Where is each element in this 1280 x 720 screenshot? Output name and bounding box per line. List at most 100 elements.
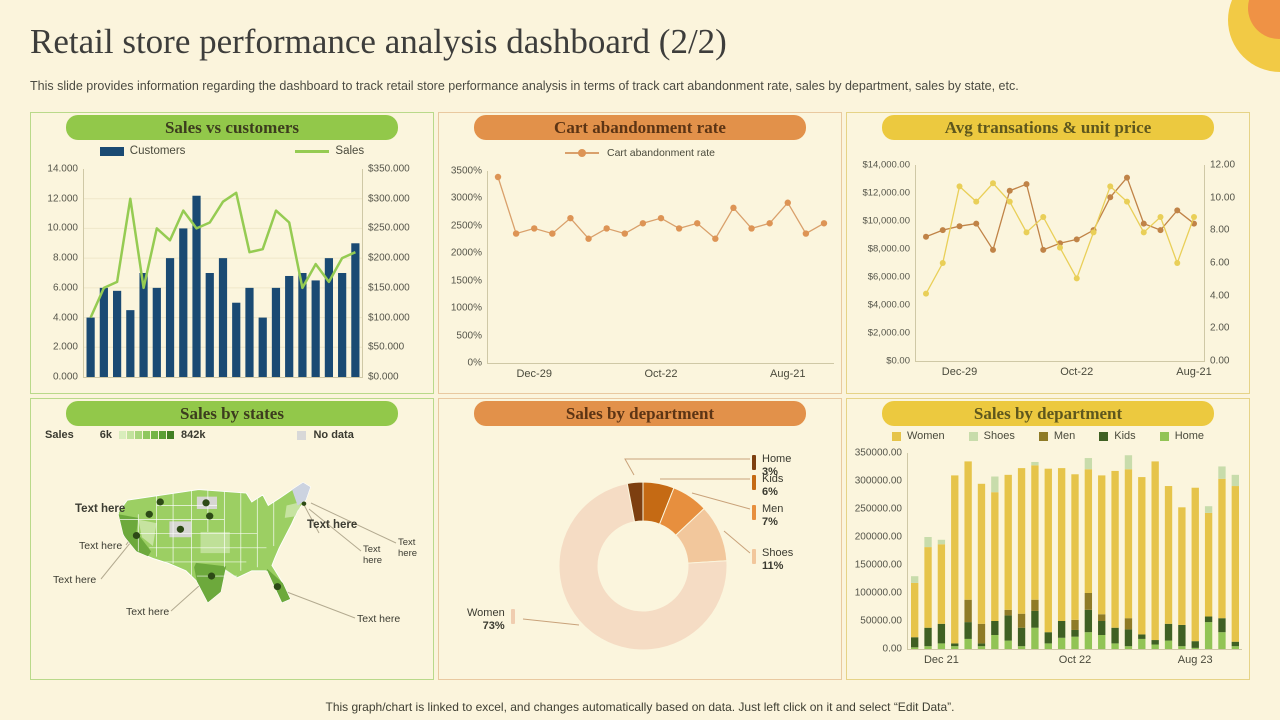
axis-tick: 12.00 bbox=[1210, 159, 1236, 171]
data-point bbox=[549, 230, 556, 237]
axis-tick: 8.00 bbox=[1210, 224, 1230, 236]
data-point bbox=[585, 235, 592, 242]
chart-title-sales-by-department-stacked: Sales by department bbox=[882, 401, 1214, 426]
stacked-bar-segment bbox=[1231, 474, 1239, 487]
stacked-bar-segment bbox=[977, 623, 986, 644]
axis-tick: 350000.00 bbox=[854, 447, 902, 459]
axis-tick: $6,000.00 bbox=[867, 271, 910, 283]
axis-tick: 8.000 bbox=[52, 252, 78, 264]
panel-sales-by-department-stacked: Sales by department Women Shoes Men Kids Hom… bbox=[846, 398, 1250, 680]
stacked-bar-segment bbox=[1138, 634, 1146, 639]
customers-bar bbox=[152, 287, 161, 377]
x-axis: Dec-29 Oct-22 Aug-21 bbox=[488, 365, 834, 381]
legend-item-home: Home bbox=[1159, 430, 1205, 442]
stacked-bar-segment bbox=[991, 621, 999, 635]
map-annotation: Text here bbox=[357, 613, 401, 625]
stacked-bar-segment bbox=[1204, 506, 1213, 513]
stacked-bar-chart[interactable]: Dec 21 Oct 22 Aug 23 bbox=[907, 453, 1242, 666]
data-point bbox=[657, 214, 665, 222]
map-marker-icon bbox=[273, 583, 282, 591]
stacked-bar-segment bbox=[937, 623, 946, 644]
data-point bbox=[675, 225, 683, 232]
axis-tick: 0.000 bbox=[52, 371, 78, 383]
axis-tick: 10.00 bbox=[1210, 192, 1236, 204]
data-point bbox=[1073, 236, 1080, 243]
line-marker-swatch-icon bbox=[565, 149, 599, 157]
legend-label: Home bbox=[1174, 430, 1205, 442]
stacked-bar-segment bbox=[1098, 475, 1106, 615]
stacked-bar-segment bbox=[924, 646, 932, 649]
map-marker-icon bbox=[301, 501, 307, 506]
stacked-bar-segment bbox=[1057, 637, 1066, 649]
data-point bbox=[1140, 220, 1147, 227]
shoes-tick-icon bbox=[752, 549, 756, 564]
stacked-bar-segment bbox=[1004, 609, 1012, 616]
axis-tick: 100000.00 bbox=[854, 587, 902, 599]
axis-tick: 250000.00 bbox=[854, 503, 902, 515]
data-point bbox=[531, 225, 538, 232]
legend-item-customers: Customers bbox=[99, 145, 185, 157]
stacked-bar-segment bbox=[1004, 640, 1012, 649]
chart-title-cart-abandonment: Cart abandonment rate bbox=[474, 115, 806, 140]
us-map[interactable]: Text here Text here Text here Text here … bbox=[31, 453, 433, 675]
axis-tick: 2500% bbox=[450, 220, 482, 232]
bar-line-chart[interactable] bbox=[83, 169, 363, 378]
stacked-bar-segment bbox=[1071, 619, 1079, 630]
stacked-bar-segment bbox=[937, 539, 946, 545]
stacked-bar-segment bbox=[977, 643, 986, 647]
map-legend-min: 6k bbox=[99, 429, 112, 441]
data-point bbox=[784, 199, 791, 206]
donut-chart[interactable]: Home 3% Kids 6% Men 7% Shoes 11% Women 73% bbox=[439, 425, 841, 679]
map-legend-nodata: No data bbox=[313, 429, 354, 441]
line-chart[interactable]: Dec-29 Oct-22 Aug-21 bbox=[487, 171, 834, 380]
axis-tick: 200000.00 bbox=[854, 531, 902, 543]
donut-label-kids: Kids 6% bbox=[752, 473, 783, 498]
data-point bbox=[512, 230, 520, 237]
stacked-bar-segment bbox=[1218, 466, 1226, 479]
axis-tick: $350.000 bbox=[368, 163, 410, 175]
data-point bbox=[1174, 260, 1181, 266]
stacked-bar-segment bbox=[1098, 635, 1106, 649]
data-point bbox=[1006, 187, 1013, 194]
axis-tick: 3000% bbox=[450, 192, 482, 204]
x-axis: Dec-29 Oct-22 Aug-21 bbox=[916, 363, 1212, 379]
legend-label: Cart abandonment rate bbox=[607, 147, 715, 159]
panel-sales-by-department-donut: Sales by department Home 3% Kids 6% Men 7% … bbox=[438, 398, 842, 680]
stacked-bar-segment bbox=[1017, 468, 1026, 614]
axis-tick: Dec-29 bbox=[941, 366, 978, 378]
data-point bbox=[603, 225, 610, 232]
axis-tick: Aug-21 bbox=[770, 368, 806, 380]
legend-stacked-departments: Women Shoes Men Kids Home bbox=[847, 430, 1249, 442]
y-axis-right: $350.000 $300.000 $250.000 $200.000 $150.000… bbox=[363, 164, 425, 383]
legend-item-sales: Sales bbox=[295, 145, 364, 157]
customers-bar bbox=[271, 287, 281, 377]
legend-item-women: Women bbox=[891, 430, 945, 442]
stacked-bar-segment bbox=[1204, 616, 1213, 623]
stacked-bar-segment bbox=[951, 646, 959, 649]
data-point bbox=[1040, 214, 1047, 220]
stacked-bar-segment bbox=[964, 599, 972, 623]
stacked-bar-segment bbox=[1004, 615, 1012, 641]
donut-slice-women bbox=[558, 482, 728, 651]
home-tick-icon bbox=[752, 455, 756, 470]
axis-tick: 2.00 bbox=[1210, 322, 1230, 334]
home-swatch-icon bbox=[1159, 431, 1169, 441]
stacked-bar-segment bbox=[1218, 618, 1226, 633]
x-axis: Dec 21 Oct 22 Aug 23 bbox=[908, 651, 1242, 667]
data-point bbox=[1040, 246, 1047, 253]
y-axis: 3500% 3000% 2500% 2000% 1500% 1000% 500% 0% bbox=[447, 166, 487, 369]
panel-sales-by-states: Sales by states Sales 6k 842k No data Te… bbox=[30, 398, 434, 680]
stacked-bar-segment bbox=[1084, 469, 1093, 593]
data-point bbox=[1124, 198, 1130, 205]
axis-tick: Aug-21 bbox=[1176, 366, 1212, 378]
dual-line-chart[interactable]: Dec-29 Oct-22 Aug-21 bbox=[915, 165, 1212, 378]
customers-bar bbox=[112, 290, 122, 377]
men-tick-icon bbox=[752, 505, 756, 520]
map-annotation: Text here bbox=[53, 574, 97, 586]
chart-title-sales-vs-customers: Sales vs customers bbox=[66, 115, 398, 140]
axis-tick: 0% bbox=[467, 357, 482, 369]
stacked-bar-segment bbox=[924, 627, 932, 647]
map-marker-icon bbox=[145, 510, 153, 518]
women-swatch-icon bbox=[891, 431, 901, 441]
